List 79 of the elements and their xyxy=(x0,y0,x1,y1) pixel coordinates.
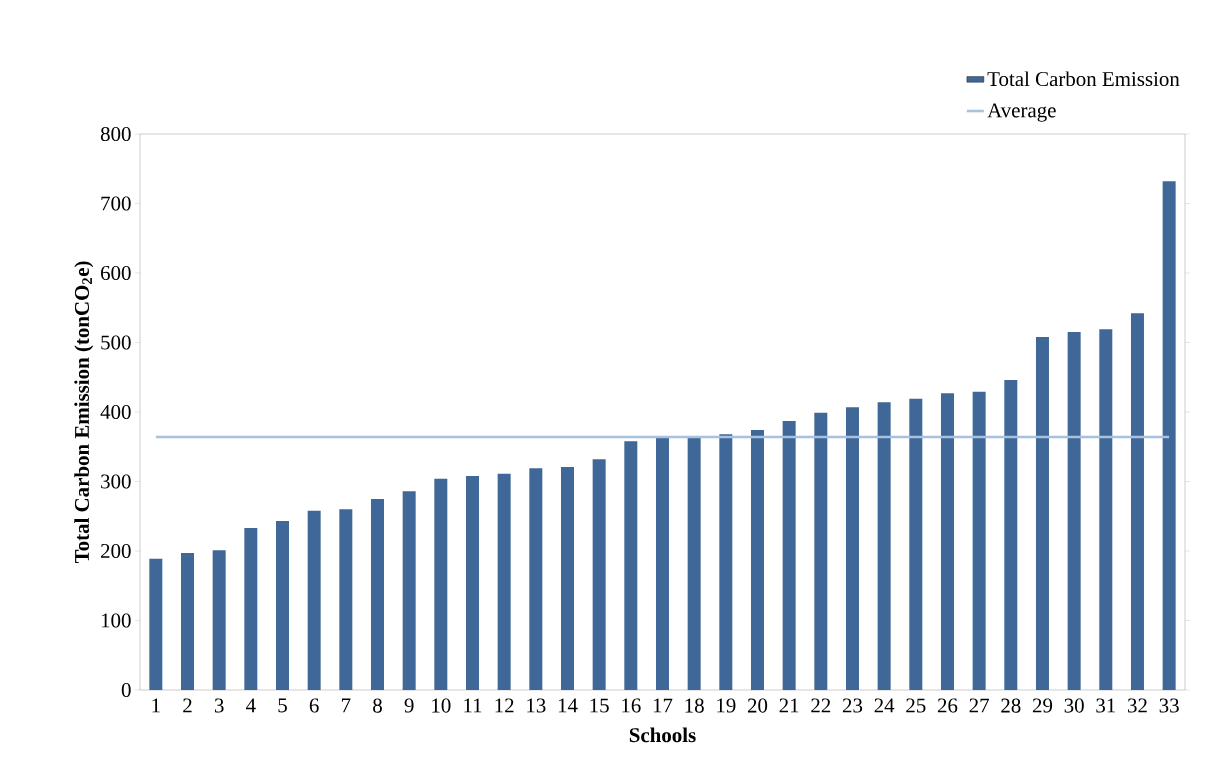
bar xyxy=(1130,313,1144,690)
x-axis-title: Schools xyxy=(629,727,696,743)
x-tick-label: 12 xyxy=(495,698,514,713)
bar xyxy=(814,412,828,690)
bar xyxy=(655,437,669,690)
x-tick-label: 10 xyxy=(432,698,451,713)
x-tick-label: 17 xyxy=(653,698,673,713)
legend-label: Total Carbon Emission xyxy=(987,71,1180,87)
bar xyxy=(972,391,986,690)
bar xyxy=(339,509,353,690)
bar xyxy=(276,521,289,690)
bar xyxy=(212,550,226,690)
x-tick-label: 24 xyxy=(874,698,895,713)
bar xyxy=(497,473,511,690)
x-tick-label: 14 xyxy=(558,698,578,713)
x-tick-label: 4 xyxy=(246,698,256,713)
bar xyxy=(529,468,543,690)
bar xyxy=(1035,336,1049,690)
x-tick-label: 32 xyxy=(1128,698,1147,713)
bar xyxy=(782,421,796,690)
bar xyxy=(624,441,638,690)
y-axis-title: Total Carbon Emission (tonCO$_{2}$e) xyxy=(74,261,94,564)
x-tick-label: 27 xyxy=(969,698,989,713)
x-tick-label: 1 xyxy=(152,698,160,713)
x-tick-label: 15 xyxy=(590,698,609,713)
x-tick-label: 2 xyxy=(183,698,192,713)
x-tick-label: 9 xyxy=(404,698,414,713)
bar xyxy=(307,510,321,690)
bar xyxy=(434,478,448,690)
bar xyxy=(1099,329,1113,690)
bar xyxy=(149,558,163,690)
bar xyxy=(402,491,416,690)
bar xyxy=(560,466,574,690)
y-tick-label: 300 xyxy=(101,474,131,489)
x-tick-label: 11 xyxy=(464,698,482,713)
y-tick-label: 200 xyxy=(101,543,131,559)
y-tick-label: 600 xyxy=(101,265,131,281)
x-tick-label: 6 xyxy=(309,698,319,713)
y-tick-label: 800 xyxy=(100,126,131,142)
x-tick-label: 22 xyxy=(811,698,831,713)
bar xyxy=(181,553,194,690)
x-tick-label: 30 xyxy=(1064,698,1084,713)
x-tick-label: 7 xyxy=(341,698,351,713)
bar xyxy=(687,437,701,690)
x-tick-label: 21 xyxy=(779,698,799,713)
bar xyxy=(940,393,954,690)
bar xyxy=(877,402,891,690)
x-tick-label: 28 xyxy=(1001,698,1021,713)
bar xyxy=(1162,181,1176,690)
x-tick-label: 19 xyxy=(717,698,736,713)
bar xyxy=(845,407,859,690)
x-tick-label: 29 xyxy=(1032,698,1053,713)
bar xyxy=(370,498,384,690)
bar xyxy=(244,528,258,690)
x-tick-label: 5 xyxy=(278,698,287,713)
y-tick-label: 500 xyxy=(101,335,131,350)
bar xyxy=(909,398,923,690)
bar xyxy=(719,434,733,690)
x-tick-label: 3 xyxy=(214,698,224,713)
x-tick-label: 31 xyxy=(1096,698,1116,713)
x-tick-label: 33 xyxy=(1159,698,1179,713)
bar xyxy=(1004,380,1018,690)
y-tick-label: 700 xyxy=(101,196,131,211)
legend-label: Average xyxy=(987,103,1056,122)
x-tick-label: 23 xyxy=(842,698,863,713)
bar xyxy=(750,430,764,690)
x-tick-label: 25 xyxy=(906,698,926,713)
x-tick-label: 13 xyxy=(527,698,546,713)
x-tick-label: 26 xyxy=(937,698,958,713)
x-tick-label: 20 xyxy=(747,698,768,713)
bar xyxy=(465,475,479,690)
y-tick-label: 400 xyxy=(100,404,131,420)
x-tick-label: 8 xyxy=(373,698,382,713)
x-tick-label: 16 xyxy=(622,698,641,713)
y-tick-label: 100 xyxy=(101,613,131,628)
bar xyxy=(592,459,606,690)
bar xyxy=(1067,332,1081,690)
x-tick-label: 18 xyxy=(685,698,704,713)
y-tick-label: 0 xyxy=(121,682,131,698)
